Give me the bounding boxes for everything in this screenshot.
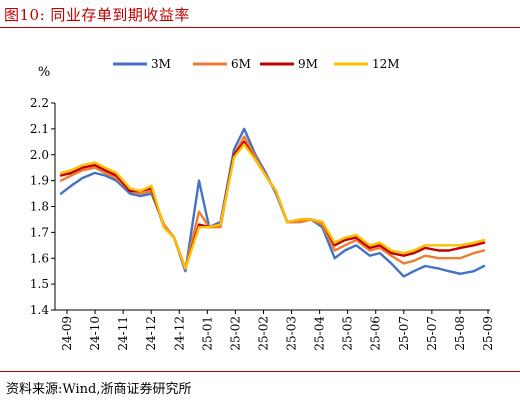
x-tick-label: 24-10 bbox=[88, 316, 102, 351]
x-tick-label: 24-09 bbox=[60, 316, 74, 351]
x-axis: 24-09 24-10 24-11 24-12 24-12 25-01 25-02 25-02… bbox=[55, 309, 495, 351]
x-tick-label: 25-07 bbox=[397, 316, 411, 351]
x-tick-label: 25-05 bbox=[341, 316, 355, 351]
y-tick-label: 2.2 bbox=[30, 96, 49, 110]
y-tick-label: 1.5 bbox=[30, 277, 49, 291]
title-rule bbox=[0, 27, 520, 28]
series-line-3m bbox=[59, 127, 486, 278]
x-tick-label: 25-04 bbox=[313, 316, 327, 351]
y-tick-label: 1.7 bbox=[30, 225, 49, 239]
legend-label: 3M bbox=[151, 57, 171, 71]
series-line-12m bbox=[59, 143, 486, 270]
figure-title: 图10: 同业存单到期收益率 bbox=[4, 6, 190, 24]
series-lines bbox=[59, 127, 486, 278]
y-tick-label: 1.8 bbox=[30, 200, 49, 214]
y-tick-label: 1.4 bbox=[30, 303, 49, 317]
x-tick-label: 25-02 bbox=[256, 316, 270, 351]
x-tick-label: 25-02 bbox=[228, 316, 242, 351]
x-tick-label: 25-08 bbox=[453, 316, 467, 351]
legend-label: 9M bbox=[298, 57, 318, 71]
x-tick-label: 25-09 bbox=[481, 316, 495, 351]
figure-source: 资料来源:Wind,浙商证券研究所 bbox=[6, 382, 192, 397]
x-tick-label: 25-07 bbox=[425, 316, 439, 351]
x-tick-label: 25-06 bbox=[369, 316, 383, 351]
line-chart: 3M 6M 9M 12M % 1.41.51.61.71.81.92.02.12.2 … bbox=[30, 57, 495, 351]
y-tick-label: 1.6 bbox=[30, 251, 49, 265]
y-axis: 1.4 1.5 1.6 1.7 1.8 1.9 2.0 2.1 2.2 bbox=[30, 96, 56, 317]
source-rule bbox=[0, 371, 520, 372]
legend-label: 12M bbox=[372, 57, 400, 71]
legend-label: 6M bbox=[231, 57, 251, 71]
y-tick-label: 1.9 bbox=[30, 174, 49, 188]
x-tick-label: 25-01 bbox=[200, 316, 214, 351]
y-tick-label: 2.1 bbox=[30, 122, 49, 136]
y-axis-label: % bbox=[38, 65, 50, 80]
x-tick-label: 24-12 bbox=[144, 316, 158, 351]
series-line-9m bbox=[59, 140, 486, 270]
x-tick-label: 24-12 bbox=[172, 316, 186, 351]
x-tick-label: 25-03 bbox=[285, 316, 299, 351]
y-tick-label: 2.0 bbox=[30, 148, 49, 162]
chart-legend: 3M 6M 9M 12M bbox=[113, 57, 400, 71]
x-tick-label: 24-11 bbox=[116, 316, 130, 351]
